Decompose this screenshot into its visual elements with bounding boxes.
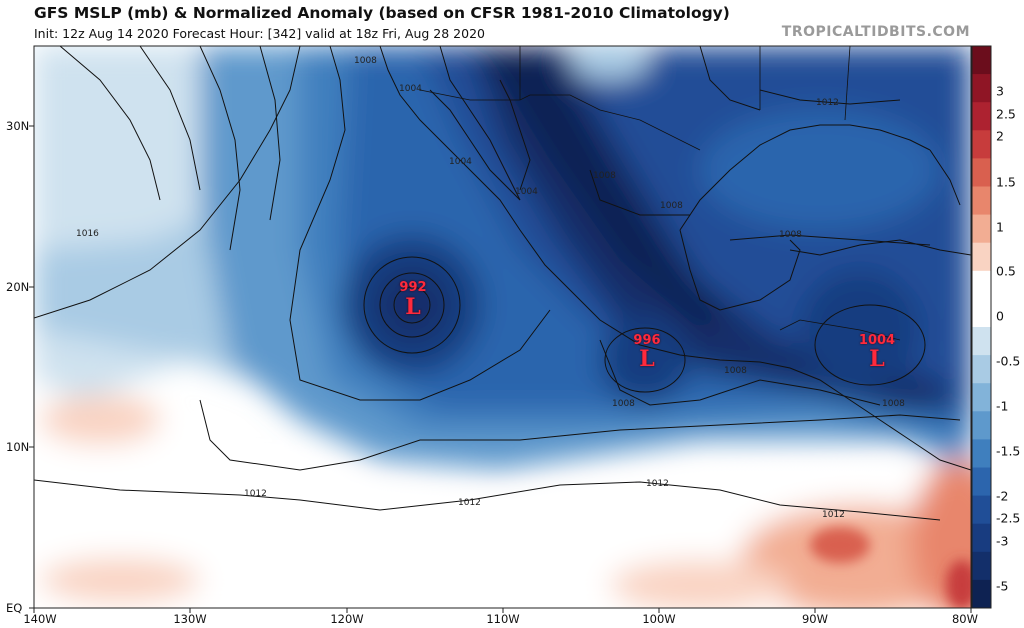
colorbar-swatch: [972, 298, 991, 328]
colorbar-label-neg-2: -2: [996, 488, 1009, 504]
colorbar-swatch: [972, 327, 991, 356]
low-pressure-value-1004: 1004: [858, 333, 896, 348]
colorbar-swatch: [972, 102, 991, 131]
lat-label-20n: 20N: [6, 280, 30, 294]
colorbar-label-0-5: 0.5: [996, 263, 1016, 279]
lat-label-10n: 10N: [6, 440, 30, 454]
isobar-label: 1012: [244, 489, 267, 499]
isobar-label: 1008: [612, 399, 635, 409]
lon-label-110w: 110W: [486, 612, 520, 626]
isobar-label: 1008: [724, 366, 747, 376]
low-pressure-marker-996: L: [639, 346, 655, 372]
lon-label-120w: 120W: [330, 612, 364, 626]
isobar-label: 1004: [515, 187, 538, 197]
colorbar-label-1: 1: [996, 219, 1004, 235]
colorbar-swatch: [972, 74, 991, 103]
colorbar-label-neg-3: -3: [996, 533, 1009, 549]
isobar-label: 1012: [458, 498, 481, 508]
isobar-label: 1016: [76, 229, 99, 239]
colorbar-label-neg-1: -1: [996, 398, 1009, 414]
colorbar-swatch: [972, 46, 991, 75]
isobar-label: 1004: [449, 157, 472, 167]
coastlines: [379, 46, 971, 471]
map-subtitle: Init: 12z Aug 14 2020 Forecast Hour: [34…: [34, 26, 485, 41]
colorbar-swatch: [972, 355, 991, 384]
colorbar-swatch: [972, 551, 991, 581]
isobars: [34, 46, 961, 521]
low-pressure-value-992: 992: [399, 280, 427, 295]
isobar-label: 1012: [646, 479, 669, 489]
colorbar-swatch: [972, 579, 991, 609]
colorbar-label-2: 2: [996, 128, 1004, 144]
isobar-label: 1008: [882, 399, 905, 409]
isobar-label: 1008: [779, 230, 802, 240]
colorbar-swatch: [972, 242, 991, 272]
colorbar-label-3: 3: [996, 83, 1004, 99]
colorbar-swatch: [972, 383, 991, 412]
colorbar-label-neg-0-5: -0.5: [996, 353, 1021, 369]
colorbar-swatch: [972, 467, 991, 497]
colorbar-swatch: [972, 186, 991, 216]
lat-label-30n: 30N: [6, 119, 30, 133]
brand-watermark: TROPICALTIDBITS.COM: [781, 24, 970, 40]
lon-label-130w: 130W: [173, 612, 207, 626]
isobar-label: 1008: [354, 56, 377, 66]
colorbar-swatch: [972, 523, 991, 553]
borders: [419, 46, 901, 341]
colorbar-swatch: [972, 130, 991, 159]
isobar-label: 1012: [816, 98, 839, 108]
isobar-label: 1008: [660, 201, 683, 211]
colorbar-label-neg-2-5: -2.5: [996, 510, 1021, 526]
isobar-label: 1004: [399, 84, 422, 94]
lon-label-100w: 100W: [642, 612, 676, 626]
lon-label-90w: 90W: [801, 612, 829, 626]
colorbar-swatch: [972, 411, 991, 440]
anomaly-field: [34, 46, 971, 608]
isobar-label: 1012: [822, 510, 845, 520]
colorbar-label-neg-5: -5: [996, 578, 1009, 594]
colorbar-label-1-5: 1.5: [996, 174, 1016, 190]
colorbar-label-neg-1-5: -1.5: [996, 443, 1021, 459]
colorbar: [971, 45, 992, 609]
colorbar-frame: [971, 45, 992, 609]
lon-label-140w: 140W: [23, 612, 57, 626]
colorbar-label-0: 0: [996, 308, 1004, 324]
colorbar-swatch: [972, 495, 991, 525]
colorbar-swatch: [972, 214, 991, 244]
axis-ticks: [29, 125, 972, 613]
isobar-label: 1008: [593, 171, 616, 181]
colorbar-swatch: [972, 158, 991, 187]
lat-label-eq: EQ: [6, 601, 23, 615]
low-pressure-marker-992: L: [405, 294, 421, 320]
low-pressure-marker-1004: L: [869, 346, 885, 372]
map-title: GFS MSLP (mb) & Normalized Anomaly (base…: [34, 4, 730, 22]
lon-label-80w: 80W: [951, 612, 979, 626]
low-pressure-value-996: 996: [633, 333, 661, 348]
colorbar-label-2-5: 2.5: [996, 106, 1016, 122]
colorbar-swatch: [972, 270, 991, 300]
colorbar-swatch: [972, 439, 991, 468]
